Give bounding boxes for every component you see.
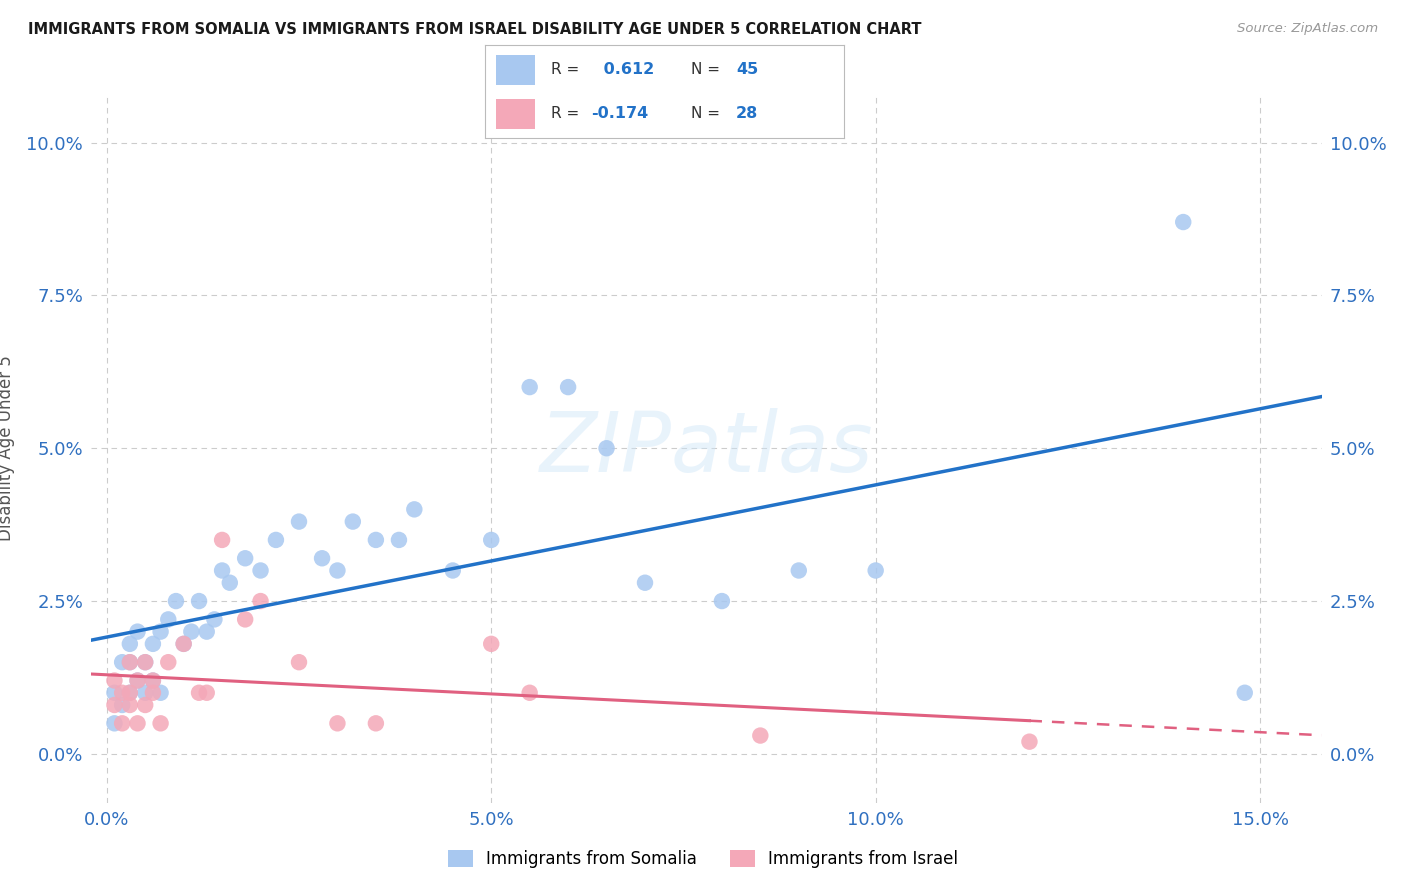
Point [519, 686, 541, 700]
Point [195, 624, 218, 639]
Point [288, 515, 311, 529]
Point [111, 686, 134, 700]
Point [264, 533, 287, 547]
Point [233, 551, 256, 566]
Point [188, 686, 211, 700]
Point [1173, 215, 1195, 229]
Text: Source: ZipAtlas.com: Source: ZipAtlas.com [1237, 22, 1378, 36]
Point [118, 655, 141, 669]
Point [1018, 734, 1040, 748]
Point [149, 686, 172, 700]
Text: IMMIGRANTS FROM SOMALIA VS IMMIGRANTS FROM ISRAEL DISABILITY AGE UNDER 5 CORRELA: IMMIGRANTS FROM SOMALIA VS IMMIGRANTS FR… [28, 22, 921, 37]
Point [326, 564, 349, 578]
Point [787, 564, 810, 578]
Point [211, 564, 233, 578]
Point [634, 575, 657, 590]
Point [127, 673, 149, 688]
Text: -0.174: -0.174 [591, 106, 648, 121]
Point [165, 594, 187, 608]
Point [127, 716, 149, 731]
Point [249, 564, 271, 578]
Point [103, 698, 125, 712]
Point [142, 673, 165, 688]
Point [326, 716, 349, 731]
Legend: Immigrants from Somalia, Immigrants from Israel: Immigrants from Somalia, Immigrants from… [441, 843, 965, 875]
Point [195, 686, 218, 700]
Text: N =: N = [692, 62, 725, 78]
Point [111, 698, 134, 712]
Point [249, 594, 271, 608]
Point [157, 612, 180, 626]
Point [118, 637, 141, 651]
Point [134, 655, 156, 669]
Point [441, 564, 464, 578]
Point [103, 686, 125, 700]
Point [218, 575, 240, 590]
Text: ZIPatlas: ZIPatlas [540, 408, 873, 489]
Point [142, 673, 165, 688]
Point [233, 612, 256, 626]
Point [118, 686, 141, 700]
Text: N =: N = [692, 106, 725, 121]
Point [388, 533, 411, 547]
Point [173, 637, 195, 651]
Text: R =: R = [551, 62, 585, 78]
Point [202, 612, 225, 626]
Point [111, 655, 134, 669]
Point [173, 637, 195, 651]
Point [865, 564, 887, 578]
Point [118, 655, 141, 669]
Point [288, 655, 311, 669]
Point [364, 716, 387, 731]
Point [127, 673, 149, 688]
Point [118, 686, 141, 700]
Text: 28: 28 [737, 106, 758, 121]
Point [142, 686, 165, 700]
Point [180, 624, 202, 639]
Point [311, 551, 333, 566]
Point [103, 716, 125, 731]
Point [404, 502, 426, 516]
Point [127, 624, 149, 639]
Point [519, 380, 541, 394]
Point [749, 729, 772, 743]
Point [557, 380, 579, 394]
Text: R =: R = [551, 106, 585, 121]
Point [479, 533, 502, 547]
Point [118, 698, 141, 712]
Point [710, 594, 733, 608]
Point [188, 594, 211, 608]
Point [157, 655, 180, 669]
Point [134, 698, 156, 712]
Point [134, 686, 156, 700]
Point [211, 533, 233, 547]
Text: 0.612: 0.612 [598, 62, 654, 78]
Point [149, 716, 172, 731]
FancyBboxPatch shape [496, 55, 536, 85]
Point [103, 673, 125, 688]
Point [342, 515, 364, 529]
Point [142, 637, 165, 651]
Text: 45: 45 [737, 62, 758, 78]
Point [134, 655, 156, 669]
Point [149, 624, 172, 639]
Point [595, 442, 617, 455]
Point [479, 637, 502, 651]
Point [111, 716, 134, 731]
Y-axis label: Disability Age Under 5: Disability Age Under 5 [0, 355, 15, 541]
Point [1233, 686, 1256, 700]
FancyBboxPatch shape [496, 99, 536, 129]
Point [364, 533, 387, 547]
